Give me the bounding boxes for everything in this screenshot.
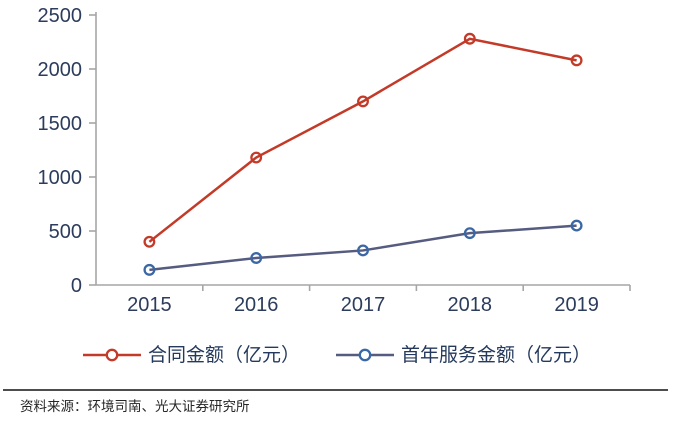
x-axis-label: 2015	[127, 294, 172, 316]
chart-legend: 合同金额（亿元） 首年服务金额（亿元）	[0, 341, 674, 369]
y-axis-label: 2500	[38, 5, 83, 27]
x-axis-label: 2019	[554, 294, 599, 316]
legend-item: 合同金额（亿元）	[82, 344, 300, 366]
y-axis-label: 1000	[38, 167, 83, 189]
data-point-marker	[463, 227, 476, 240]
line-chart: 0 500 1000 1500 2000 2500 2015 2016 2017 2018 2019	[38, 5, 631, 316]
x-axis-label: 2017	[341, 294, 386, 316]
y-axis-label: 1500	[38, 113, 83, 135]
legend-label: 首年服务金额（亿元）	[401, 344, 592, 366]
data-point-marker	[357, 95, 369, 108]
divider-line	[3, 389, 668, 391]
y-axis-label: 500	[49, 221, 82, 243]
data-point-marker	[143, 235, 156, 248]
data-point-marker	[570, 219, 583, 232]
x-axis-label: 2018	[448, 294, 493, 316]
legend-marker-icon	[358, 348, 372, 362]
data-point-marker	[250, 151, 263, 164]
data-point-marker	[250, 252, 263, 264]
legend-swatch	[82, 348, 141, 362]
legend-swatch	[336, 348, 394, 362]
legend-label: 合同金额（亿元）	[147, 344, 300, 366]
x-axis-label: 2016	[234, 294, 279, 316]
series-line	[149, 224, 577, 272]
series-line	[148, 37, 577, 243]
legend-marker-icon	[105, 348, 119, 362]
source-note: 资料来源：环境司南、光大证券研究所	[20, 399, 250, 414]
legend-item: 首年服务金额（亿元）	[336, 346, 591, 365]
data-point-marker	[463, 32, 476, 45]
data-point-marker	[570, 54, 583, 67]
data-point-marker	[143, 263, 156, 276]
y-axis-label: 2000	[38, 59, 83, 81]
y-axis-label: 0	[71, 275, 82, 297]
data-point-marker	[357, 244, 369, 257]
